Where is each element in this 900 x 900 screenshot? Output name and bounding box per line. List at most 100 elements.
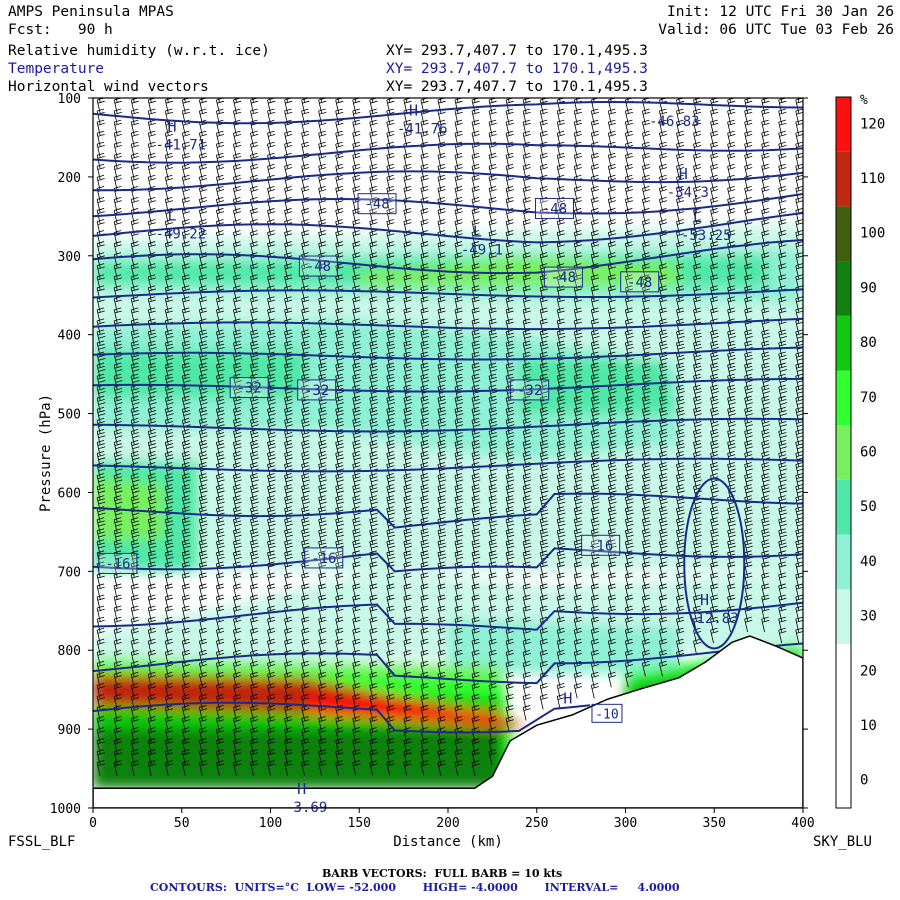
wind-barb — [233, 605, 242, 622]
extremum-letter: H — [168, 117, 177, 135]
wind-barb — [113, 263, 122, 279]
wind-barb — [130, 517, 140, 533]
wind-barb — [130, 285, 139, 301]
x-tick-label: 150 — [348, 816, 371, 831]
colorbar-label: 30 — [860, 609, 877, 625]
wind-barb — [233, 307, 242, 323]
wind-barb — [181, 197, 191, 213]
wind-barb — [113, 749, 122, 765]
wind-barb — [250, 738, 259, 754]
wind-barb — [284, 141, 293, 158]
wind-barb — [250, 274, 259, 290]
contour-label: -32 — [510, 379, 550, 401]
wind-barb — [113, 682, 122, 699]
extremum-letter: L — [693, 208, 702, 226]
wind-barb — [250, 550, 259, 566]
wind-barb — [96, 727, 105, 743]
wind-barb — [130, 119, 139, 136]
wind-barb — [113, 738, 122, 754]
wind-barb — [113, 119, 122, 136]
wind-barb — [130, 649, 139, 666]
wind-barb — [181, 550, 191, 566]
wind-barb — [147, 749, 156, 765]
wind-barb — [130, 362, 140, 379]
wind-barb — [113, 141, 122, 158]
wind-barb — [130, 329, 140, 346]
wind-barb — [233, 274, 242, 290]
wind-barb — [301, 208, 310, 224]
wind-barb — [201, 98, 203, 103]
y-tick-label: 400 — [58, 329, 81, 344]
wind-barb — [96, 307, 105, 323]
wind-barb — [181, 130, 191, 147]
wind-barb — [113, 174, 122, 191]
wind-barb — [164, 274, 173, 290]
y-tick-label: 800 — [58, 644, 81, 659]
wind-barb — [147, 649, 156, 666]
wind-barb — [130, 528, 140, 544]
wind-barb — [181, 528, 191, 544]
wind-barb — [284, 528, 293, 544]
wind-barb — [147, 439, 157, 456]
wind-barb — [215, 495, 225, 511]
wind-barb — [181, 439, 191, 456]
wind-barb — [233, 682, 242, 699]
wind-barb — [267, 572, 276, 588]
wind-barb — [96, 119, 105, 136]
wind-barb — [130, 395, 140, 412]
wind-barb — [113, 197, 122, 213]
wind-barb — [284, 749, 293, 765]
wind-barb — [215, 583, 225, 600]
wind-barb — [96, 671, 105, 688]
wind-barb — [96, 517, 106, 533]
wind-barb — [113, 285, 122, 301]
wind-barb — [284, 539, 293, 555]
wind-barb — [147, 174, 156, 191]
wind-barb — [215, 716, 225, 732]
wind-barb — [233, 263, 242, 279]
wind-barb — [130, 583, 139, 600]
wind-barb — [164, 263, 173, 279]
wind-barb — [284, 263, 293, 279]
wind-barb — [198, 329, 208, 346]
wind-barb — [147, 583, 156, 600]
wind-barb — [113, 473, 123, 489]
wind-barb — [147, 561, 156, 577]
wind-barb — [147, 130, 156, 147]
wind-barb — [215, 406, 225, 423]
extremum-value: -41.71 — [156, 137, 207, 153]
wind-barb — [198, 395, 208, 412]
wind-barb — [267, 671, 276, 688]
colorbar-label: 110 — [860, 171, 885, 187]
wind-barb — [233, 296, 242, 312]
wind-barb — [164, 373, 174, 390]
wind-barb — [164, 727, 173, 743]
y-tick-label: 100 — [58, 92, 81, 107]
wind-barb — [284, 451, 293, 467]
wind-barb — [164, 705, 173, 721]
wind-barbs — [96, 98, 803, 776]
wind-barb — [181, 572, 191, 588]
wind-barb — [284, 616, 293, 633]
wind-barb — [267, 208, 276, 224]
wind-barb — [130, 495, 140, 511]
wind-barb — [181, 484, 191, 500]
wind-barb — [267, 638, 276, 655]
extremum-letter: L — [168, 207, 177, 225]
wind-barb — [250, 263, 259, 279]
wind-barb — [164, 539, 174, 555]
contour-label: -48 — [298, 255, 338, 277]
wind-barb — [250, 572, 259, 588]
wind-barb — [147, 451, 157, 467]
wind-barb — [113, 439, 123, 456]
wind-barb — [113, 550, 123, 566]
extremum-value: -12.83 — [688, 611, 739, 627]
fcst-value: 90 h — [77, 22, 113, 38]
wind-barb — [250, 417, 259, 434]
wind-barb — [215, 738, 225, 754]
wind-barb — [113, 329, 123, 346]
wind-barb — [147, 671, 156, 688]
wind-barb — [267, 329, 276, 346]
wind-barb — [164, 406, 174, 423]
wind-barb — [130, 749, 139, 765]
